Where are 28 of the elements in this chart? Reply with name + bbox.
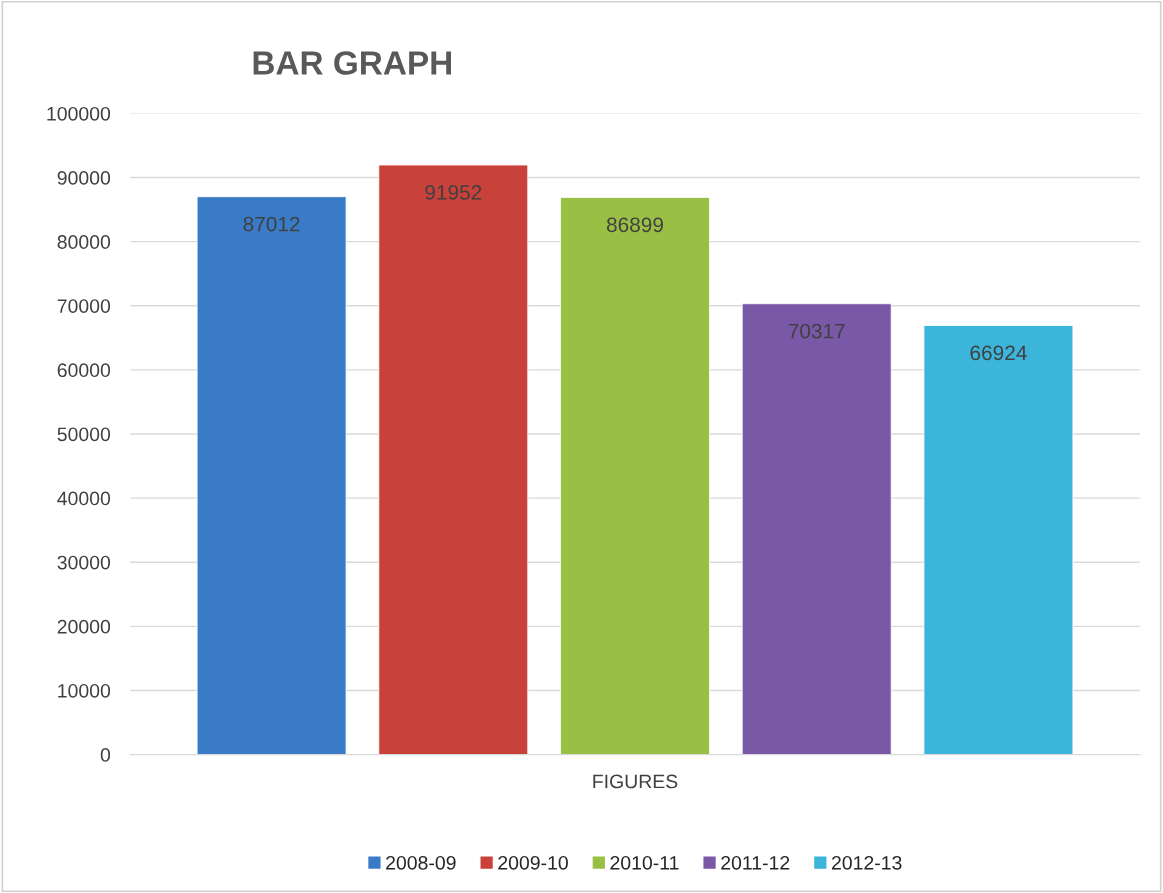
legend-label: 2008-09 (386, 855, 456, 870)
y-tick-label: 50000 (57, 427, 111, 442)
y-tick-label: 80000 (57, 235, 111, 249)
bar (196, 196, 347, 755)
bar (741, 303, 892, 755)
data-label: 87012 (243, 216, 300, 232)
bar (560, 196, 710, 755)
data-label: 91952 (425, 185, 482, 200)
y-tick-label: 20000 (57, 619, 111, 634)
legend-label: 2011-12 (721, 855, 790, 870)
data-label: 66924 (970, 345, 1027, 361)
y-tick-label: 0 (100, 748, 111, 762)
data-label: 86899 (606, 217, 663, 233)
bar (923, 325, 1074, 755)
y-tick-label: 70000 (57, 299, 111, 313)
x-tick-label: FIGURES (593, 774, 678, 789)
legend-label: 2010-11 (610, 855, 679, 870)
y-tick-label: 60000 (57, 363, 111, 378)
data-label: 70317 (788, 323, 845, 339)
legend-label: 2012-13 (831, 855, 902, 870)
y-tick-label: 90000 (57, 171, 111, 185)
bar (378, 164, 529, 755)
y-tick-label: 30000 (57, 555, 111, 570)
y-tick-label: 100000 (47, 106, 111, 121)
chart-title: BAR GRAPH (253, 51, 452, 75)
y-tick-label: 40000 (57, 491, 111, 506)
legend-label: 2009-10 (498, 855, 568, 870)
y-tick-label: 10000 (58, 683, 111, 698)
